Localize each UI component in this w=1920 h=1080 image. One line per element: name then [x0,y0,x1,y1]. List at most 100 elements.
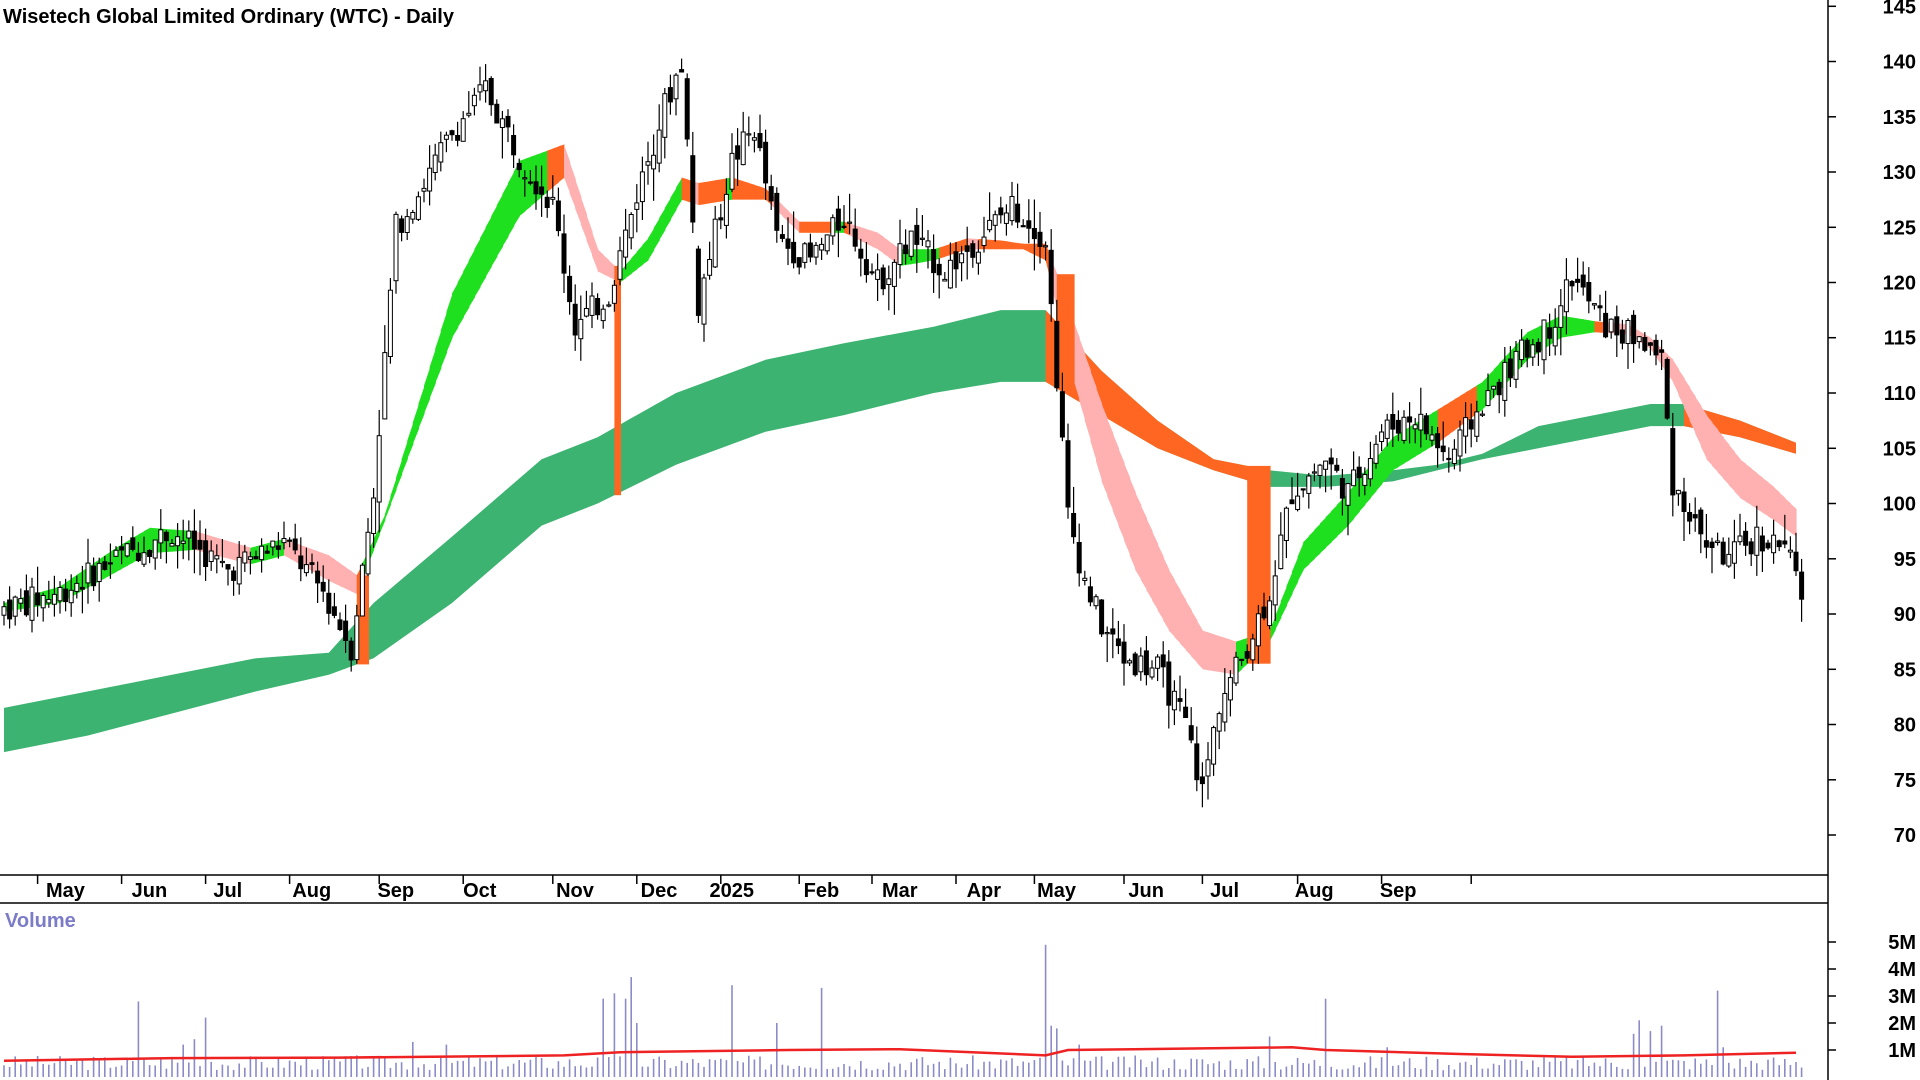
price-tick-label: 130 [1883,162,1916,184]
short-ma-ribbon-segment [939,245,946,259]
candle-body [488,78,494,106]
candle-body [471,94,477,107]
candle-body [919,237,925,240]
candle-body [1429,434,1435,441]
candle-body [348,640,354,661]
candle-body [1345,483,1351,506]
candle-body [1143,650,1149,676]
short-ma-ribbon-segment [922,249,929,263]
candle-body [35,592,41,606]
price-tick-label: 95 [1894,549,1916,571]
candle-body [561,233,567,274]
candle-body [959,253,965,264]
short-ma-ribbon-segment [1017,243,1024,250]
short-ma-ribbon-segment [508,172,515,237]
short-ma-ribbon-segment [463,260,470,318]
candle-body [550,196,556,200]
candle-body [987,219,993,231]
short-ma-ribbon-segment [278,538,285,557]
candle-body [1054,320,1060,389]
candle-body [343,620,349,641]
short-ma-ribbon-segment [541,150,548,197]
candle-body [673,74,679,100]
date-tick-label: Jun [132,880,168,902]
candle-body [1138,655,1144,673]
date-tick-label: Apr [967,880,1002,902]
candle-body [595,298,601,316]
short-ma-ribbon-segment [491,205,498,267]
short-ma-ribbon-segment [1717,429,1724,479]
candle-body [628,214,634,239]
candle-body [247,556,253,560]
date-tick-label: 2025 [710,880,755,902]
candle-body [107,562,113,565]
candle-body [1451,448,1457,465]
short-ma-ribbon-segment [1325,511,1332,548]
candle-body [819,243,825,251]
candle-body [634,202,640,210]
short-ma-ribbon-segment [1157,544,1164,621]
short-ma-ribbon-segment [1784,498,1791,533]
candle-body [1093,596,1099,607]
candle-body [970,243,976,258]
short-ma-ribbon-segment [1443,402,1450,439]
candle-body [1183,706,1189,719]
date-tick-label: Sep [377,880,414,902]
candle-body [1743,530,1749,546]
candle-body [415,196,421,220]
candle-body [1076,542,1082,574]
price-axis: 70 75 80 85 90 95 100 105 110 115 120 125 130 135 140 1… [1828,0,1916,847]
candle-body [74,582,80,592]
candle-body [1793,551,1799,572]
price-tick-label: 105 [1883,438,1916,460]
candle-body [68,589,74,604]
short-ma-ribbon-segment [1762,477,1769,517]
short-ma-ribbon-segment [580,196,587,241]
short-ma-ribbon-segment [1320,517,1327,554]
candle-body [914,224,920,245]
candle-body [544,196,550,209]
candle-body [1351,469,1357,487]
candle-body [662,93,668,138]
candle-body [1177,698,1183,702]
short-ma-ribbon-segment [407,422,414,460]
short-ma-ribbon-segment [1331,504,1338,543]
short-ma-ribbon-segment [676,177,683,210]
date-tick-label: Dec [641,880,678,902]
candle-body [309,562,315,565]
candle-body [399,218,405,233]
candle-body [1642,337,1648,351]
short-ma-ribbon-segment [440,312,447,369]
candle-body [589,295,595,316]
candle-body [1199,776,1205,785]
candle-body [326,592,332,614]
short-ma-ribbon-segment [715,179,722,203]
date-tick-label: May [1037,880,1077,902]
short-ma-ribbon-segment [104,551,111,579]
candle-body [141,552,147,565]
date-tick-label: Aug [292,880,331,902]
short-ma-ribbon-segment [1566,316,1573,337]
short-ma-ribbon-segment [468,249,475,308]
candle-body [1535,341,1541,353]
short-ma-ribbon-segment [1454,395,1461,431]
candle-body [1474,411,1480,437]
short-ma-ribbon-segment [1180,590,1187,650]
candle-body [1244,651,1250,659]
short-ma-ribbon-segment [1577,318,1584,335]
crossover-block [614,265,621,496]
date-tick-label: Jul [1210,880,1239,902]
short-ma-ribbon-segment [754,184,761,200]
candle-body [651,154,657,170]
candle-body [740,131,746,166]
candle-body [1171,690,1177,711]
candle-body [863,259,869,276]
candle-body [40,595,46,609]
candle-body [600,308,606,322]
short-ma-ribbon-segment [597,249,604,275]
candle-body [611,284,617,304]
candle-body [158,529,164,544]
short-ma-ribbon-segment [989,239,996,250]
candle-body [645,161,651,166]
candle-body [1435,433,1441,449]
